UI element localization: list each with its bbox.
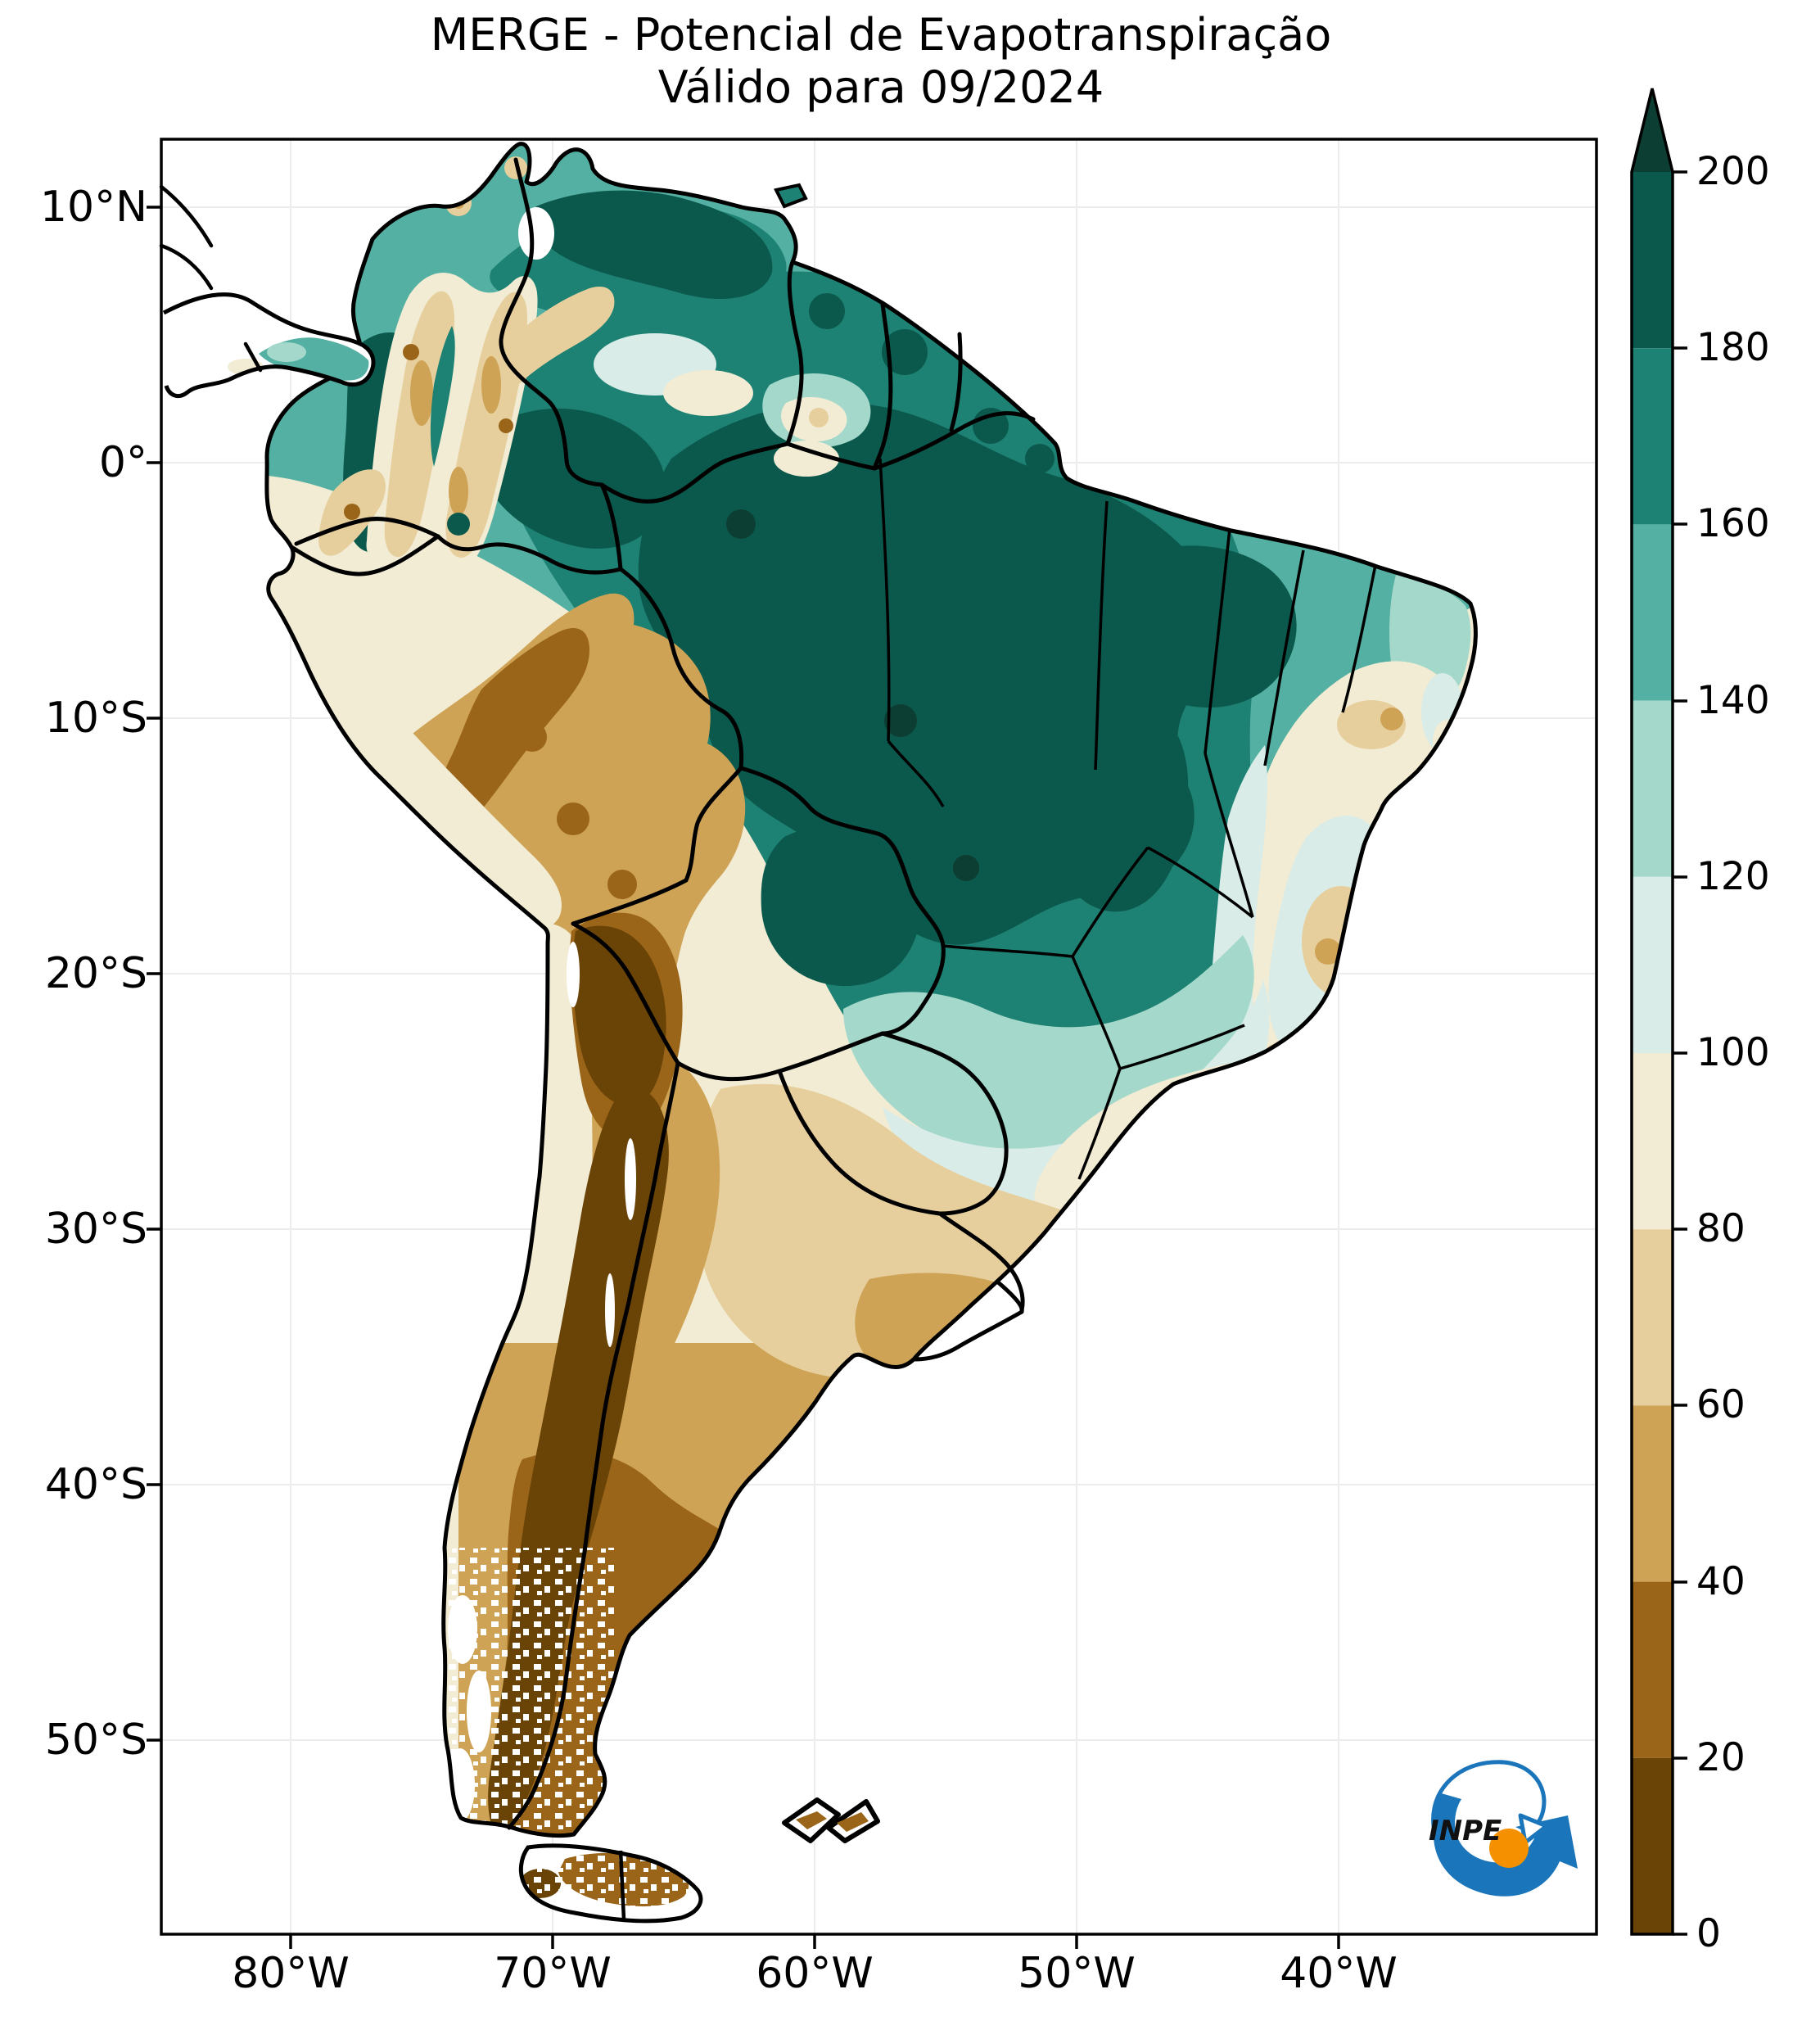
inpe-logo-text: INPE — [1429, 1815, 1502, 1847]
colorbar-tick-label-120: 120 — [1696, 854, 1770, 899]
x-tick-label-60w: 60°W — [756, 1949, 874, 1998]
country-borders — [289, 157, 1036, 1830]
axis-tick-marks — [147, 206, 1340, 1949]
inpe-orbit-arrowhead-icon — [1518, 1813, 1549, 1845]
colorbar-tick-label-80: 80 — [1696, 1206, 1745, 1251]
colorbar-tick-label-200: 200 — [1696, 149, 1770, 194]
y-tick-label-30s: 30°S — [44, 1205, 147, 1254]
x-tick-label-40w: 40°W — [1280, 1949, 1398, 1998]
x-tick-label-50w: 50°W — [1018, 1949, 1136, 1998]
y-tick-label-0: 0° — [98, 438, 147, 487]
y-tick-label-50s: 50°S — [44, 1716, 147, 1765]
state-borders — [878, 458, 1377, 1180]
colorbar-tick-label-100: 100 — [1696, 1030, 1770, 1075]
colorbar-tick-label-180: 180 — [1696, 325, 1770, 370]
x-tick-label-80w: 80°W — [232, 1949, 350, 1998]
colorbar — [1630, 88, 1687, 1936]
inpe-orbit-arc-icon — [1431, 1760, 1547, 1836]
colorbar-tick-label-0: 0 — [1696, 1911, 1721, 1956]
inpe-logo: INPE — [1429, 1760, 1578, 1897]
coastline — [264, 142, 1478, 1838]
inpe-swoosh-arrow-icon — [1433, 1793, 1578, 1897]
figure-title: MERGE - Potencial de Evapotranspiração — [430, 9, 1332, 61]
colorbar-tick-label-60: 60 — [1696, 1382, 1745, 1427]
figure-subtitle: Válido para 09/2024 — [657, 61, 1104, 113]
y-tick-label-10s: 10°S — [44, 694, 147, 743]
colorbar-tick-label-140: 140 — [1696, 678, 1770, 723]
y-tick-label-10n: 10°N — [39, 183, 147, 232]
colorbar-tick-marks — [1673, 170, 1687, 1936]
x-tick-label-70w: 70°W — [494, 1949, 612, 1998]
inpe-orange-dot-icon — [1489, 1829, 1529, 1868]
colorbar-tick-label-20: 20 — [1696, 1735, 1745, 1780]
colorbar-over-arrow — [1632, 88, 1673, 172]
colorbar-tick-label-40: 40 — [1696, 1559, 1745, 1604]
falkland-islands — [782, 1797, 880, 1843]
trinidad-island — [774, 183, 808, 209]
colorbar-tick-label-160: 160 — [1696, 501, 1770, 546]
central-america — [159, 184, 376, 398]
tierra-del-fuego — [518, 1843, 703, 1924]
map-frame — [160, 138, 1598, 1936]
y-tick-label-40s: 40°S — [44, 1460, 147, 1509]
y-tick-label-20s: 20°S — [44, 949, 147, 998]
